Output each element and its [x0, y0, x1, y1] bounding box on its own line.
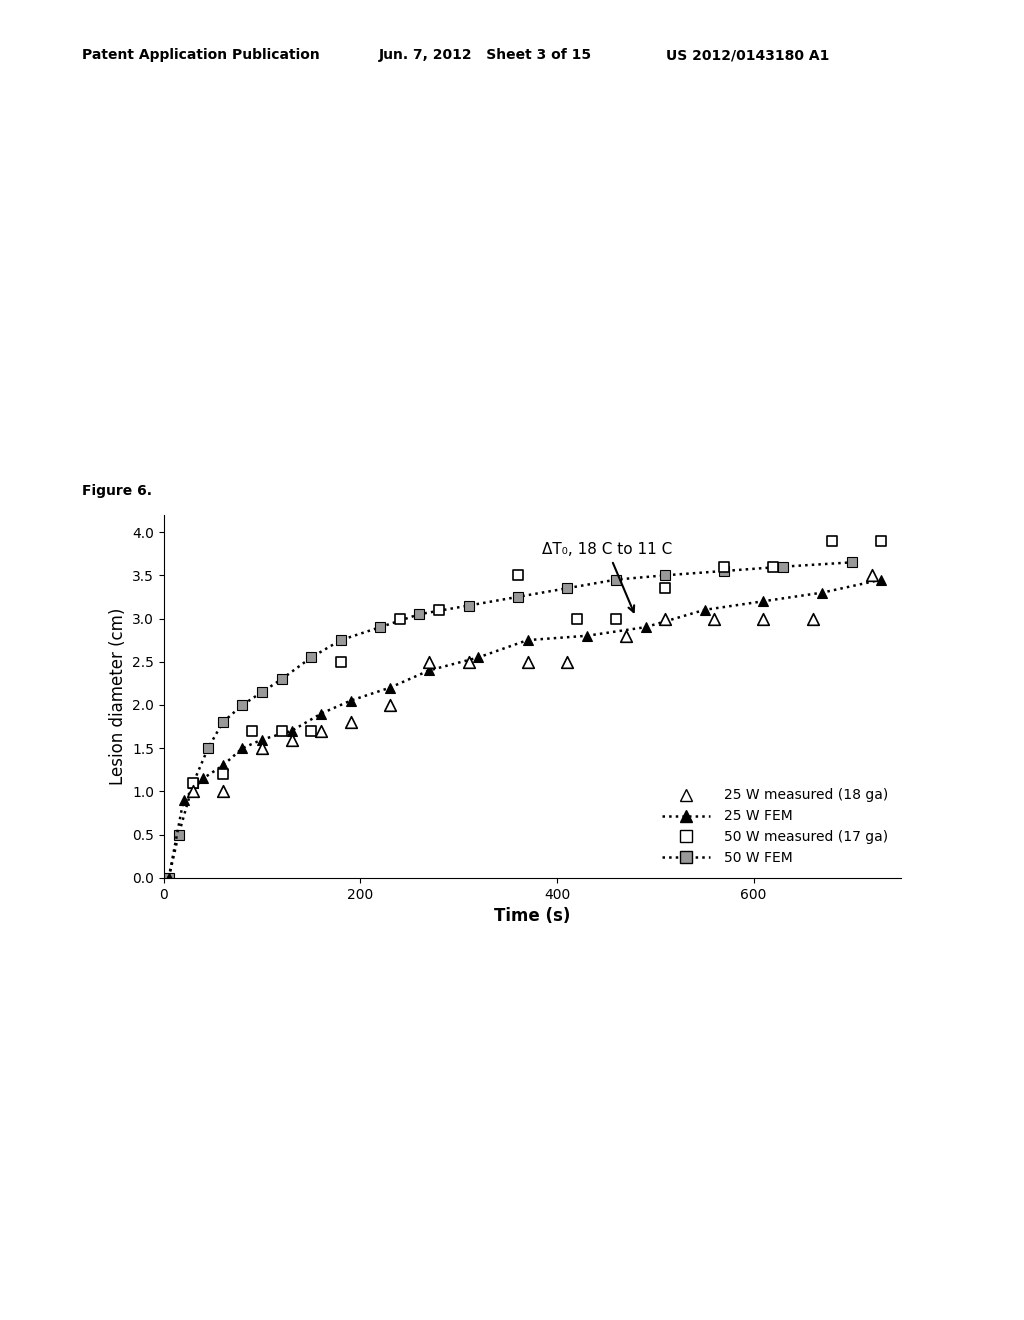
Point — [215, 781, 231, 803]
Point — [284, 729, 300, 750]
Text: Jun. 7, 2012   Sheet 3 of 15: Jun. 7, 2012 Sheet 3 of 15 — [379, 49, 592, 62]
Point — [657, 609, 674, 630]
Point — [824, 531, 841, 552]
Point — [873, 531, 890, 552]
Point — [461, 651, 477, 672]
Point — [244, 721, 260, 742]
Point — [608, 609, 625, 630]
X-axis label: Time (s): Time (s) — [495, 907, 570, 925]
Point — [707, 609, 723, 630]
Point — [716, 556, 732, 577]
Text: US 2012/0143180 A1: US 2012/0143180 A1 — [666, 49, 829, 62]
Point — [254, 738, 270, 759]
Point — [519, 651, 536, 672]
Text: Figure 6.: Figure 6. — [82, 484, 152, 498]
Point — [559, 651, 575, 672]
Point — [303, 721, 319, 742]
Point — [313, 721, 330, 742]
Point — [657, 578, 674, 599]
Point — [431, 599, 447, 620]
Point — [382, 694, 398, 715]
Point — [185, 781, 202, 803]
Point — [421, 651, 437, 672]
Point — [510, 565, 526, 586]
Point — [568, 609, 585, 630]
Point — [863, 565, 880, 586]
Point — [333, 651, 349, 672]
Point — [342, 711, 358, 733]
Point — [391, 609, 408, 630]
Y-axis label: Lesion diameter (cm): Lesion diameter (cm) — [109, 607, 127, 785]
Text: Patent Application Publication: Patent Application Publication — [82, 49, 319, 62]
Text: ΔT₀, 18 C to 11 C: ΔT₀, 18 C to 11 C — [543, 543, 673, 612]
Point — [805, 609, 821, 630]
Point — [215, 763, 231, 784]
Point — [185, 772, 202, 793]
Point — [273, 721, 290, 742]
Point — [765, 556, 781, 577]
Point — [617, 626, 634, 647]
Point — [756, 609, 772, 630]
Legend: 25 W measured (18 ga), 25 W FEM, 50 W measured (17 ga), 50 W FEM: 25 W measured (18 ga), 25 W FEM, 50 W me… — [656, 783, 894, 871]
